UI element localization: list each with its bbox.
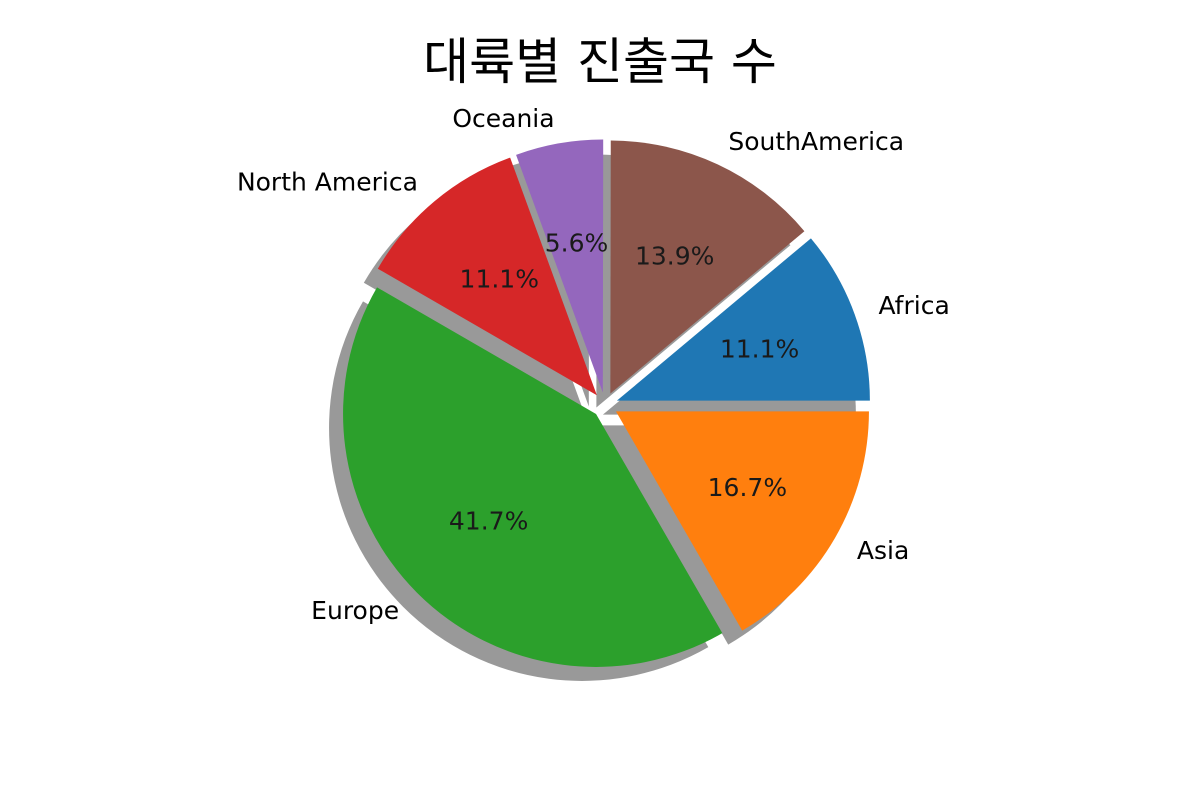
slice-southamerica <box>610 140 805 394</box>
slices <box>343 139 870 667</box>
slice-europe <box>343 287 723 667</box>
slice-asia <box>615 411 869 631</box>
chart-title: 대륙별 진출국 수 <box>423 33 777 91</box>
slice-africa <box>616 238 870 401</box>
slice-label-europe: Europe <box>311 596 399 625</box>
slice-label-asia: Asia <box>857 536 909 565</box>
slice-oceania <box>516 139 604 393</box>
slice-percent-north-america: 11.1% <box>460 265 539 294</box>
slice-north-america <box>377 157 597 396</box>
slice-percent-asia: 16.7% <box>708 473 787 502</box>
slice-label-africa: Africa <box>878 291 949 320</box>
slice-percent-oceania: 5.6% <box>545 229 609 258</box>
slice-percent-southamerica: 13.9% <box>635 242 714 271</box>
labels: Africa 11.1% SouthAmerica 13.9% Oceania 5.6% N… <box>237 104 950 625</box>
slice-percent-europe: 41.7% <box>449 507 528 536</box>
slice-percent-africa: 11.1% <box>720 334 799 363</box>
slice-label-north-america: North America <box>237 168 418 197</box>
slice-label-southamerica: SouthAmerica <box>728 127 904 156</box>
slice-label-oceania: Oceania <box>452 104 554 133</box>
